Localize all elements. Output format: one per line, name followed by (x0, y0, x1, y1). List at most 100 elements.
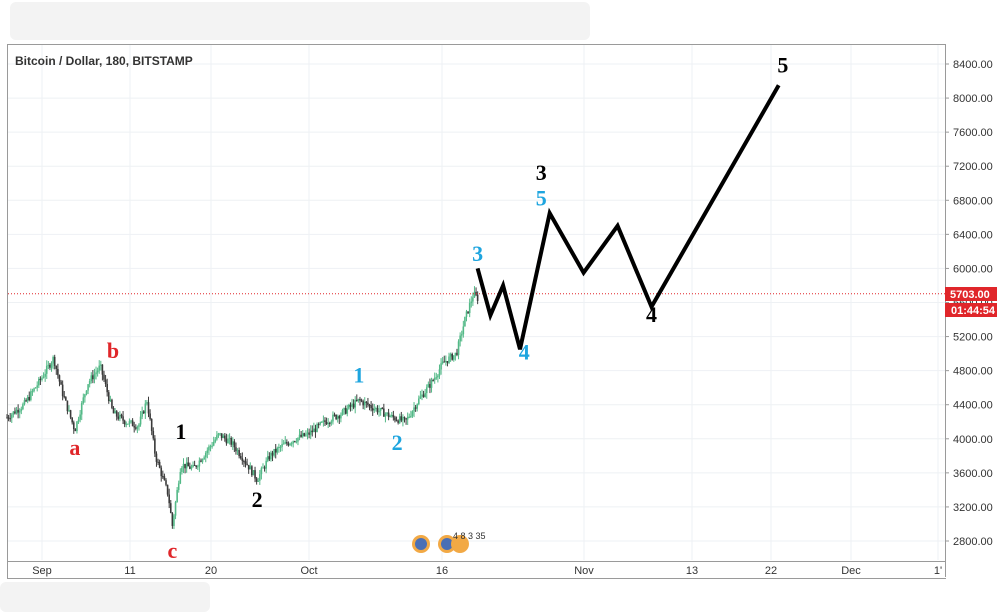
candle-body (451, 353, 453, 360)
candle-body (317, 424, 320, 426)
candle-body (138, 424, 140, 427)
forecast-line (475, 84, 781, 350)
wave-label: 2 (252, 487, 263, 512)
candle-body (165, 480, 167, 485)
candle-body (42, 376, 45, 378)
candle-body (378, 410, 380, 413)
candle-body (416, 404, 419, 409)
candle-body (430, 380, 433, 388)
candle-body (348, 404, 350, 409)
price-axis-labels: 8400.00 8000.00 7600.00 7200.00 6800.00 6400.… (945, 59, 993, 548)
candle-body (276, 447, 279, 453)
candle-body (166, 484, 169, 495)
candle-body (176, 489, 178, 503)
candle-body (418, 398, 420, 405)
candle-body (408, 416, 411, 418)
candle-body (193, 464, 196, 466)
wave-label: c (167, 538, 177, 563)
candle-body (314, 428, 317, 433)
price-tick-label: 5200.00 (953, 332, 993, 344)
candle-body (22, 404, 24, 410)
candle-body (319, 422, 322, 425)
candle-body (254, 470, 256, 479)
candle-body (142, 411, 145, 414)
candle-body (278, 447, 280, 449)
candle-body (421, 394, 423, 397)
current-price-tag: 5703.00 (945, 287, 997, 301)
candle-body (224, 435, 226, 439)
candle-body (162, 476, 164, 478)
candle-body (44, 373, 46, 377)
price-tick-label: 2800.00 (953, 536, 993, 548)
candle-body (265, 460, 267, 469)
candle-body (465, 311, 468, 317)
candle-body (55, 365, 58, 369)
candle-body (454, 352, 457, 356)
candle-body (325, 421, 328, 425)
candle-body (379, 408, 382, 411)
candle-body (440, 363, 442, 370)
candle-body (208, 446, 210, 451)
candle-body (88, 381, 91, 385)
candle-body (346, 408, 349, 414)
event-markers[interactable]: 4 8 3 35 (412, 531, 486, 553)
candle-body (359, 398, 361, 401)
price-tick-label: 4400.00 (953, 400, 993, 412)
candle-body (238, 450, 240, 457)
candle-body (160, 467, 163, 477)
candle-body (330, 421, 333, 424)
flag-icon-inner (441, 538, 453, 550)
wave-label: 4 (646, 302, 657, 327)
candle-body (268, 456, 271, 460)
candle-body (63, 396, 66, 398)
candle-body (244, 461, 247, 464)
candle-body (397, 420, 399, 423)
candle-body (295, 441, 298, 443)
wave-label: 5 (536, 185, 547, 210)
candle-body (247, 464, 250, 470)
time-axis[interactable] (7, 561, 945, 578)
grid-lines (8, 45, 945, 560)
time-axis-labels: Sep 11 20 Oct 16 Nov 13 22 Dec 1' (32, 565, 942, 577)
candle-body (76, 421, 78, 432)
candle-body (422, 394, 425, 397)
candle-body (413, 407, 415, 412)
candle-body (136, 426, 139, 429)
candle-body (144, 403, 147, 414)
candle-body (252, 470, 255, 476)
candle-body (425, 387, 428, 394)
price-tick-label: 6000.00 (953, 263, 993, 275)
candle-body (443, 361, 446, 363)
candle-body (239, 456, 242, 459)
candle-body (449, 353, 452, 357)
candle-body (227, 439, 229, 444)
candle-body (460, 334, 463, 336)
candle-body (60, 381, 62, 385)
candle-body (236, 450, 239, 452)
current-price-label: 5703.00 (950, 289, 990, 301)
candle-body (150, 418, 153, 431)
flag-icon[interactable] (451, 535, 469, 553)
candle-body (20, 409, 23, 411)
candle-body (33, 388, 35, 392)
candle-body (92, 375, 94, 380)
candle-body (147, 402, 150, 414)
candle-body (216, 435, 218, 440)
chart-title: Bitcoin / Dollar, 180, BITSTAMP (15, 54, 193, 68)
candle-body (149, 413, 151, 419)
candle-body (371, 408, 374, 411)
candle-body (263, 467, 266, 469)
wave-label: 2 (392, 430, 403, 455)
candle-body (171, 512, 174, 526)
date-label: 20 (205, 565, 217, 577)
candle-body (10, 414, 13, 419)
candle-body (93, 374, 96, 380)
candle-body (327, 422, 329, 425)
price-tick-label: 7600.00 (953, 127, 993, 139)
candle-body (368, 404, 371, 406)
candle-body (306, 432, 309, 435)
date-label: Oct (300, 565, 317, 577)
candle-body (457, 341, 460, 355)
chart-frame[interactable] (7, 44, 946, 579)
